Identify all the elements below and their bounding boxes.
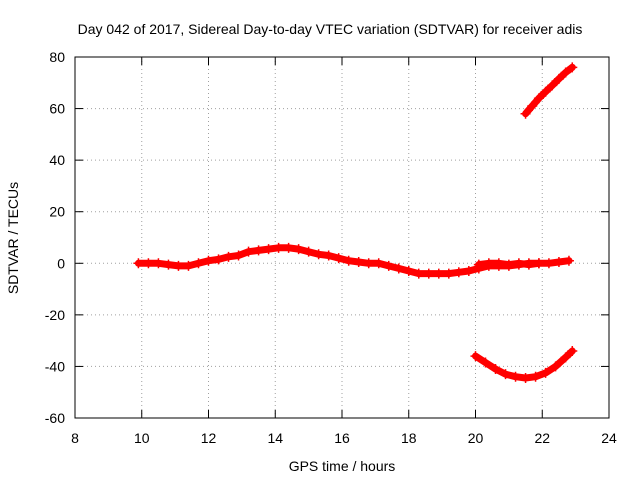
data-point: [243, 246, 254, 257]
data-point: [343, 255, 354, 266]
x-tick-label: 18: [401, 430, 417, 446]
data-point: [293, 244, 304, 255]
data-point: [393, 263, 404, 274]
series-trace: [472, 347, 576, 382]
data-point: [223, 251, 234, 262]
data-point: [423, 268, 434, 279]
y-tick-label: -20: [45, 307, 65, 323]
data-point: [373, 258, 384, 269]
data-point: [553, 73, 564, 84]
data-series: [133, 62, 578, 384]
data-point: [510, 371, 521, 382]
axis-ticks: 8 10 12 14 16 18 20 22 24 -60 -40 -20 0 20 40 60 80: [45, 49, 617, 446]
data-point: [353, 256, 364, 267]
data-point: [413, 268, 424, 279]
x-tick-label: 24: [601, 430, 617, 446]
y-tick-label: 60: [49, 101, 65, 117]
data-point: [473, 259, 484, 270]
data-point: [323, 250, 334, 261]
data-point: [183, 260, 194, 271]
data-point: [553, 256, 564, 267]
series-main-track: [133, 242, 574, 279]
data-point: [560, 352, 571, 363]
data-point: [313, 249, 324, 260]
data-point: [530, 371, 541, 382]
data-point: [453, 267, 464, 278]
data-point: [513, 258, 524, 269]
series-upper-arc: [520, 62, 578, 119]
data-point: [443, 268, 454, 279]
data-point: [283, 242, 294, 253]
data-point: [193, 258, 204, 269]
data-point: [233, 250, 244, 261]
data-point: [520, 108, 531, 119]
data-point: [550, 361, 561, 372]
data-point: [533, 258, 544, 269]
data-point: [533, 93, 544, 104]
data-point: [523, 259, 534, 270]
data-point: [403, 266, 414, 277]
data-point: [273, 242, 284, 253]
data-point: [520, 373, 531, 384]
data-point: [493, 258, 504, 269]
data-point: [143, 258, 154, 269]
data-point: [333, 253, 344, 264]
data-point: [153, 258, 164, 269]
data-point: [490, 364, 501, 375]
data-point: [540, 367, 551, 378]
data-point: [527, 100, 538, 111]
x-tick-label: 16: [334, 430, 350, 446]
x-tick-label: 12: [201, 430, 217, 446]
data-point: [483, 258, 494, 269]
y-tick-label: 20: [49, 204, 65, 220]
data-point: [470, 351, 481, 362]
data-point: [567, 345, 578, 356]
y-axis-label: SDTVAR / TECUs: [5, 182, 21, 294]
x-tick-label: 8: [71, 430, 79, 446]
data-point: [213, 254, 224, 265]
data-point: [500, 369, 511, 380]
data-point: [263, 244, 274, 255]
x-tick-label: 20: [468, 430, 484, 446]
data-point: [303, 246, 314, 257]
y-tick-label: -60: [45, 410, 65, 426]
data-point: [567, 62, 578, 73]
x-axis-label: GPS time / hours: [289, 458, 396, 474]
data-point: [560, 67, 571, 78]
data-point: [463, 266, 474, 277]
data-point: [503, 259, 514, 270]
y-tick-label: 80: [49, 49, 65, 65]
x-tick-label: 14: [267, 430, 283, 446]
x-tick-label: 22: [534, 430, 550, 446]
data-point: [540, 86, 551, 97]
data-point: [173, 260, 184, 271]
series-lower-arc: [470, 345, 578, 384]
data-point: [253, 245, 264, 256]
series-trace: [522, 63, 576, 118]
data-point: [203, 255, 214, 266]
data-point: [480, 357, 491, 368]
data-point: [433, 268, 444, 279]
x-tick-label: 10: [134, 430, 150, 446]
series-secondary-track: [473, 258, 544, 270]
data-point: [547, 80, 558, 91]
y-tick-label: 40: [49, 152, 65, 168]
data-point: [543, 258, 554, 269]
y-tick-label: 0: [57, 255, 65, 271]
data-point: [383, 260, 394, 271]
data-point: [163, 259, 174, 270]
data-point: [563, 255, 574, 266]
y-tick-label: -40: [45, 358, 65, 374]
chart-title: Day 042 of 2017, Sidereal Day-to-day VTE…: [78, 21, 583, 37]
data-point: [363, 258, 374, 269]
data-point: [133, 258, 144, 269]
